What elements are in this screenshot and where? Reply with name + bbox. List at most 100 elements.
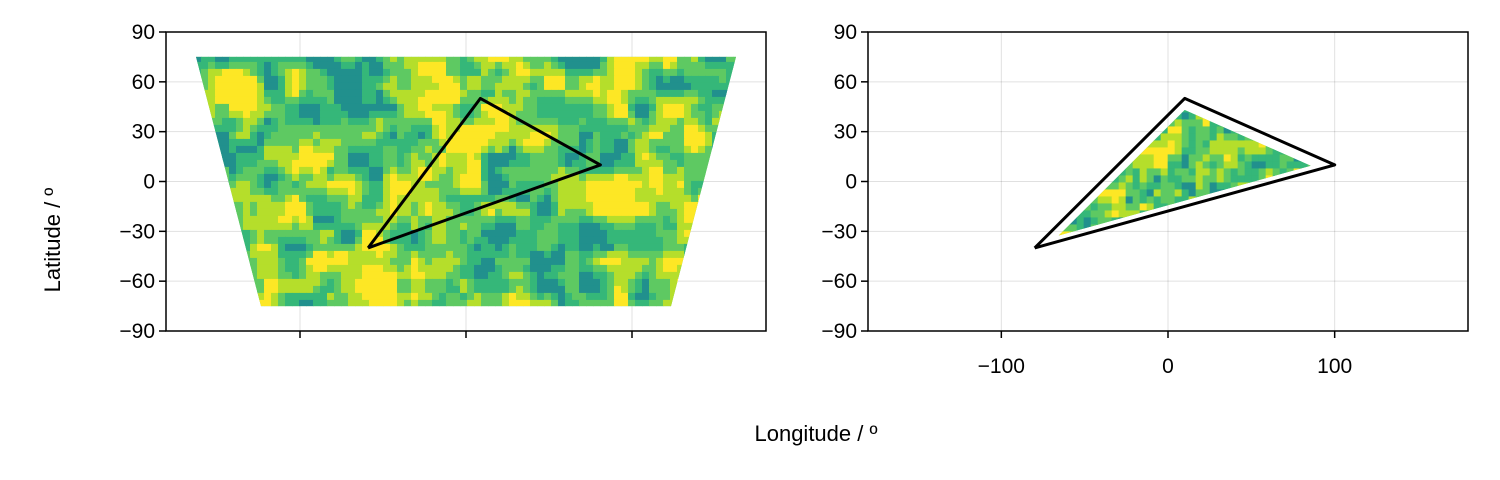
field-cell (635, 250, 643, 259)
field-cell (446, 117, 454, 126)
field-cell (516, 285, 524, 294)
field-cell (243, 138, 251, 147)
field-cell (196, 103, 202, 112)
field-cell (579, 110, 587, 119)
field-cell (705, 56, 713, 63)
field-cell (474, 159, 482, 168)
field-cell (551, 159, 559, 168)
field-cell (551, 222, 559, 231)
field-cell (292, 250, 300, 259)
field-cell (719, 307, 727, 315)
field-cell (719, 56, 727, 63)
field-cell (1146, 147, 1155, 156)
field-cell (719, 236, 727, 245)
field-cell (1118, 110, 1127, 114)
field-cell (530, 117, 538, 126)
field-cell (726, 292, 734, 301)
field-cell (278, 68, 286, 77)
field-cell (376, 124, 384, 133)
field-cell (719, 117, 727, 126)
field-cell (698, 278, 706, 287)
field-cell (411, 292, 419, 301)
field-cell (257, 187, 265, 196)
field-cell (1217, 238, 1225, 246)
field-cell (488, 180, 496, 189)
field-cell (362, 82, 370, 91)
field-cell (271, 201, 279, 210)
field-cell (306, 173, 314, 182)
field-cell (362, 124, 370, 133)
field-cell (355, 264, 363, 273)
field-cell (551, 82, 559, 91)
field-cell (278, 194, 286, 203)
field-cell (215, 250, 223, 259)
field-cell (1097, 154, 1106, 163)
field-cell (355, 278, 363, 287)
field-cell (299, 278, 307, 287)
field-cell (1272, 231, 1281, 236)
field-cell (614, 117, 622, 126)
field-cell (726, 82, 734, 91)
field-cell (439, 61, 447, 70)
field-cell (1202, 189, 1211, 198)
field-cell (502, 215, 510, 224)
field-cell (1049, 119, 1057, 127)
field-cell (1244, 196, 1253, 205)
field-cell (439, 257, 447, 266)
field-cell (516, 307, 524, 315)
field-cell (1132, 231, 1141, 236)
field-cell (593, 236, 601, 245)
field-cell (1090, 140, 1099, 149)
field-cell (600, 68, 608, 77)
field-cell (243, 103, 251, 112)
field-cell (1119, 238, 1127, 246)
field-cell (264, 201, 272, 210)
field-cell (250, 96, 258, 105)
field-cell (1058, 154, 1064, 163)
field-cell (1125, 161, 1134, 170)
field-cell (705, 68, 713, 77)
field-cell (320, 229, 328, 238)
field-cell (1286, 217, 1295, 226)
field-cell (278, 250, 286, 259)
field-cell (635, 75, 643, 84)
field-cell (698, 222, 706, 231)
field-cell (446, 250, 454, 259)
field-cell (600, 236, 608, 245)
field-cell (236, 250, 244, 259)
field-cell (635, 166, 643, 175)
field-cell (600, 138, 608, 147)
field-cell (698, 250, 706, 259)
field-cell (1174, 112, 1183, 121)
field-cell (1181, 231, 1190, 236)
field-cell (299, 110, 307, 119)
field-cell (1105, 98, 1113, 106)
field-cell (474, 89, 482, 98)
field-cell (1084, 98, 1092, 106)
field-cell (698, 299, 706, 307)
field-cell (418, 229, 426, 238)
field-cell (257, 117, 265, 126)
field-cell (432, 145, 440, 154)
field-cell (222, 110, 230, 119)
field-cell (1139, 110, 1148, 114)
field-cell (222, 208, 230, 217)
field-cell (1042, 105, 1050, 113)
field-cell (215, 222, 223, 231)
field-cell (236, 138, 244, 147)
field-cell (348, 264, 356, 273)
field-cell (460, 103, 468, 112)
field-cell (628, 292, 636, 301)
field-cell (355, 89, 363, 98)
field-cell (334, 75, 342, 84)
field-cell (726, 243, 734, 252)
field-cell (467, 236, 475, 245)
field-cell (495, 110, 503, 119)
field-cell (285, 250, 293, 259)
field-cell (222, 180, 230, 189)
field-cell (481, 208, 489, 217)
field-cell (257, 138, 265, 147)
field-cell (1090, 154, 1099, 163)
field-cell (362, 278, 370, 287)
field-cell (628, 124, 636, 133)
